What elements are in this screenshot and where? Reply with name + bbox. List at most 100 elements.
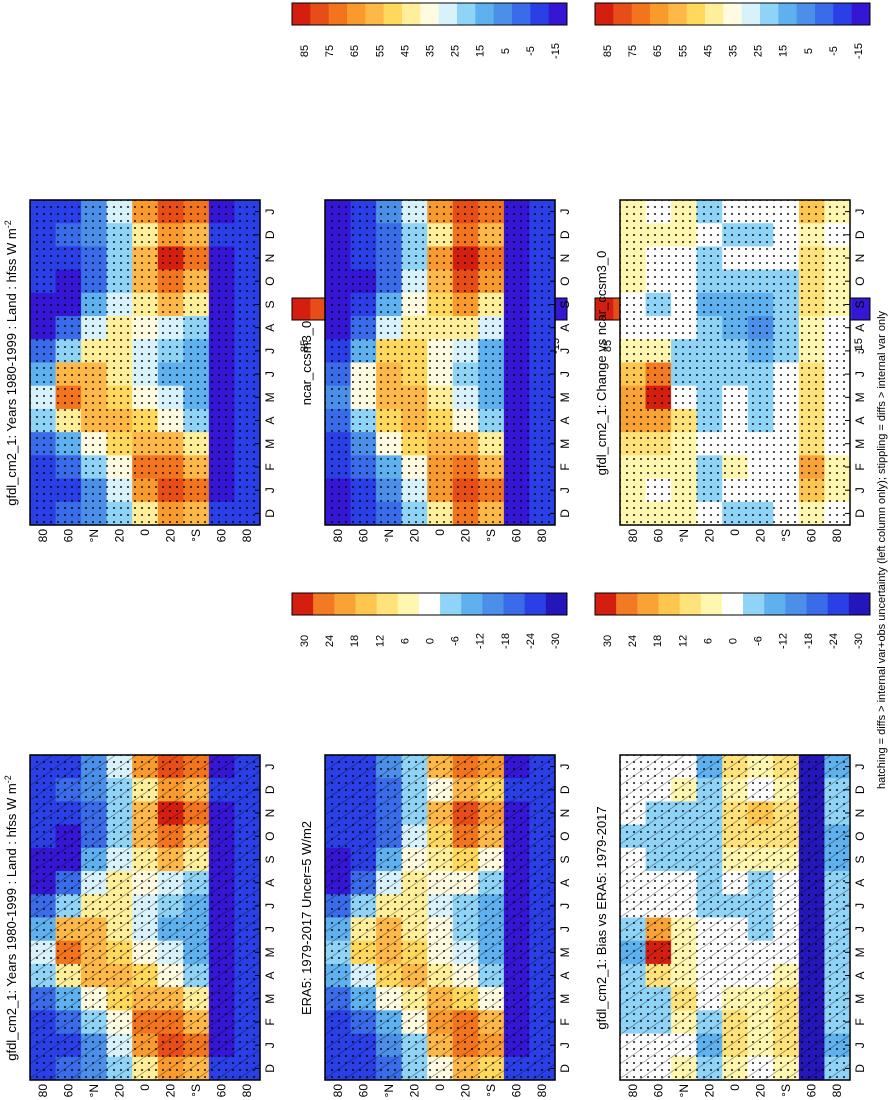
colorbar-tick-label: 12	[374, 635, 386, 647]
colorbar-swatch	[778, 3, 798, 25]
lat-tick-label: 0	[728, 1084, 742, 1091]
colorbar-swatch	[292, 3, 311, 25]
colorbar-swatch	[806, 593, 829, 615]
colorbar-tick-label: 24	[324, 635, 336, 647]
colorbar-tick-label: -5	[525, 46, 537, 56]
month-tick-label: O	[558, 832, 572, 841]
month-tick-label: M	[558, 947, 572, 957]
month-tick-label: S	[263, 300, 277, 308]
colorbar-swatch	[292, 593, 314, 615]
colorbar-swatch	[595, 3, 614, 25]
month-tick-label: A	[853, 324, 867, 332]
month-tick-label: J	[853, 764, 867, 770]
lat-tick-label: °S	[779, 529, 793, 542]
month-tick-label: M	[853, 994, 867, 1004]
colorbar-tick-label: 30	[602, 635, 614, 647]
lat-tick-label: 60	[356, 1084, 370, 1098]
colorbar-swatch	[355, 593, 378, 615]
hatch-overlay	[30, 755, 260, 1080]
colorbar-swatch	[548, 3, 568, 25]
colorbar-swatch	[658, 593, 681, 615]
colorbar-tick-label: 65	[349, 45, 361, 57]
lat-tick-label: 60	[805, 529, 819, 543]
lat-tick-label: 20	[702, 529, 716, 543]
lat-tick-label: 20	[112, 529, 126, 543]
month-tick-label: J	[263, 348, 277, 354]
month-tick-label: O	[263, 832, 277, 841]
month-tick-label: D	[853, 785, 867, 794]
month-tick-label: M	[263, 392, 277, 402]
month-tick-label: D	[263, 230, 277, 239]
colorbar-swatch	[595, 593, 617, 615]
panel-title: gfdl_cm2_1: Change vs ncar_ccsm3_0	[594, 251, 609, 476]
colorbar-tick-label: -6	[450, 636, 462, 646]
lat-tick-label: 60	[510, 1084, 524, 1098]
panel-title: ncar_ccsm3_0	[299, 321, 314, 406]
lat-tick-label: °N	[382, 1084, 396, 1097]
colorbar-tick-label: -30	[550, 633, 562, 649]
month-tick-label: D	[558, 785, 572, 794]
month-tick-label: S	[558, 300, 572, 308]
lat-tick-label: 20	[164, 529, 178, 543]
month-tick-label: O	[853, 832, 867, 841]
colorbar-frame	[291, 592, 568, 616]
lat-tick-label: 80	[830, 1084, 844, 1098]
month-tick-label: N	[558, 809, 572, 818]
month-tick-label: J	[558, 209, 572, 215]
lat-axis: 80 60 °N 20 0 20 °S 60 80	[36, 529, 254, 543]
colorbar-swatch	[760, 3, 779, 25]
panel-bias-vs-era5: D J F M A M J J A S O N D J 80 60 °N 20 0 20 °S 60 80 gfdl_cm…	[594, 754, 867, 1097]
colorbar-tick-label: 85	[299, 45, 311, 57]
colorbar-tick-label: 24	[627, 635, 639, 647]
stipple-overlay	[325, 200, 555, 525]
colorbar-frame	[594, 592, 871, 616]
lat-tick-label: 80	[240, 1084, 254, 1098]
month-tick-label: S	[853, 300, 867, 308]
month-tick-label: N	[263, 254, 277, 263]
lat-tick-label: 60	[651, 1084, 665, 1098]
month-tick-label: J	[853, 371, 867, 377]
month-tick-label: D	[558, 509, 572, 518]
month-tick-label: F	[263, 1018, 277, 1025]
month-tick-label: F	[558, 1018, 572, 1025]
month-tick-label: J	[853, 903, 867, 909]
lat-axis: 80 60 °N 20 0 20 °S 60 80	[331, 1084, 549, 1098]
month-tick-label: F	[558, 463, 572, 470]
month-tick-label: M	[853, 392, 867, 402]
lat-tick-label: 80	[36, 529, 50, 543]
month-tick-label: J	[558, 371, 572, 377]
month-tick-label: A	[558, 324, 572, 332]
colorbar-tick-label: 25	[753, 45, 765, 57]
colorbar-swatch	[721, 593, 744, 615]
colorbar-swatch	[402, 3, 421, 25]
colorbar-swatch	[475, 3, 495, 25]
lat-tick-label: 80	[240, 529, 254, 543]
month-tick-label: A	[853, 879, 867, 887]
lat-tick-label: 60	[356, 529, 370, 543]
lat-tick-label: 0	[433, 529, 447, 536]
month-tick-label: A	[558, 879, 572, 887]
plot-frame	[324, 199, 556, 526]
colorbar-swatch	[700, 593, 723, 615]
colorbar-tick-label: 55	[374, 45, 386, 57]
colorbar-swatch	[741, 3, 761, 25]
lat-tick-label: °S	[484, 529, 498, 542]
colorbar-swatch	[668, 3, 688, 25]
colorbar-tick-label: 15	[778, 45, 790, 57]
month-tick-label: A	[853, 416, 867, 424]
colorbar-swatch	[764, 593, 786, 615]
colorbar-tick-label: 85	[602, 340, 614, 352]
lat-tick-label: 20	[754, 1084, 768, 1098]
lat-tick-label: 80	[626, 1084, 640, 1098]
lat-tick-label: 60	[61, 529, 75, 543]
lat-tick-label: 80	[331, 1084, 345, 1098]
month-tick-label: J	[853, 926, 867, 932]
colorbar-tick-label: 45	[702, 45, 714, 57]
month-tick-label: J	[558, 348, 572, 354]
lat-tick-label: 80	[535, 529, 549, 543]
month-tick-label: D	[263, 509, 277, 518]
lat-tick-label: °N	[677, 1084, 691, 1097]
colorbar-tick-label: 75	[324, 45, 336, 57]
lat-tick-label: 60	[215, 1084, 229, 1098]
month-tick-label: J	[558, 926, 572, 932]
